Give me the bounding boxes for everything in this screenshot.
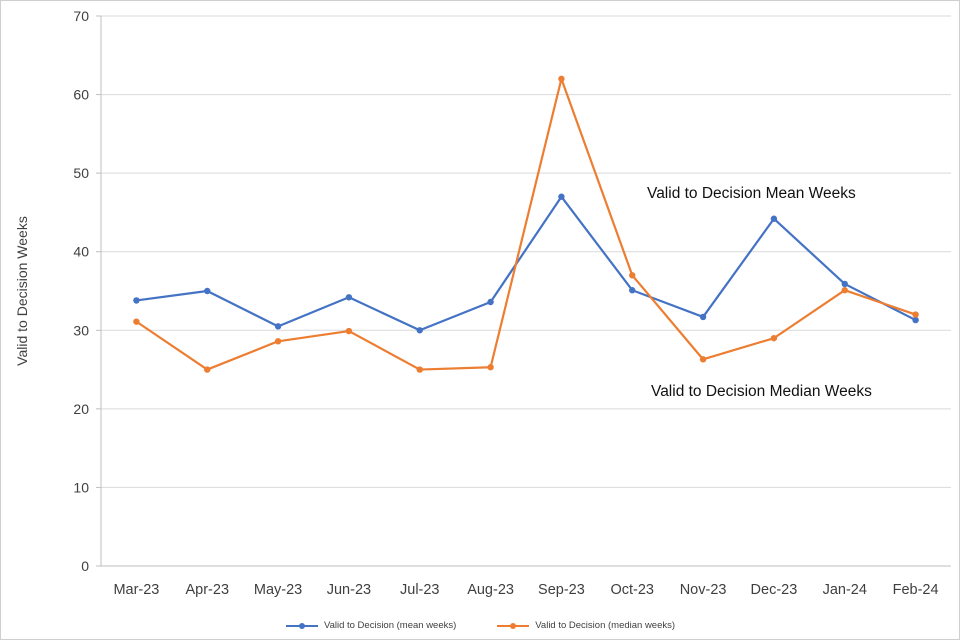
y-tick-label: 20 <box>73 401 89 417</box>
y-tick-label: 0 <box>81 558 89 574</box>
y-tick-label: 30 <box>73 322 89 338</box>
x-tick-label: Dec-23 <box>751 582 798 598</box>
annotation-median-weeks: Valid to Decision Median Weeks <box>651 383 872 400</box>
x-tick-label: Sep-23 <box>538 582 585 598</box>
y-axis-title: Valid to Decision Weeks <box>14 216 30 366</box>
legend-label-median: Valid to Decision (median weeks) <box>535 620 676 631</box>
data-point <box>558 193 565 200</box>
data-point <box>487 364 494 371</box>
data-point <box>912 311 919 318</box>
gridlines: 0 10 20 30 40 50 60 70 Mar-23 Apr-23 May-23 Jun-23 J… <box>73 8 951 598</box>
legend-item-mean: Valid to Decision (mean weeks) <box>285 620 456 631</box>
legend-swatch-mean-icon <box>285 622 318 629</box>
data-point <box>416 366 423 373</box>
x-tick-label: Mar-23 <box>113 582 159 598</box>
data-point <box>770 334 778 342</box>
data-point <box>699 356 707 363</box>
data-point <box>487 298 494 306</box>
data-point <box>629 272 636 279</box>
data-point <box>204 287 211 295</box>
x-tick-label: Jan-24 <box>823 582 867 598</box>
y-tick-label: 10 <box>73 479 89 495</box>
x-tick-label: Feb-24 <box>893 582 939 598</box>
y-tick-label: 60 <box>73 87 89 103</box>
data-point <box>770 215 778 222</box>
x-tick-label: Oct-23 <box>610 582 654 598</box>
data-point <box>345 294 353 301</box>
x-tick-label: Jul-23 <box>400 582 440 598</box>
data-point <box>133 297 140 304</box>
data-point <box>558 75 565 83</box>
data-point <box>416 327 423 334</box>
series-line-mean <box>135 195 917 332</box>
data-point <box>629 287 636 294</box>
x-tick-label: Apr-23 <box>185 582 229 598</box>
y-tick-label: 40 <box>73 244 89 260</box>
x-tick-label: Aug-23 <box>467 582 514 598</box>
x-tick-label: Jun-23 <box>327 582 371 598</box>
data-point <box>912 316 919 324</box>
data-point <box>204 366 211 373</box>
data-point <box>133 318 140 325</box>
legend-swatch-median-icon <box>497 622 530 629</box>
annotation-mean-weeks: Valid to Decision Mean Weeks <box>647 185 856 202</box>
x-tick-label: Nov-23 <box>680 582 727 598</box>
y-tick-label: 70 <box>73 8 89 24</box>
series-lines <box>133 75 919 373</box>
data-point <box>274 338 282 345</box>
data-point <box>699 313 707 321</box>
x-tick-label: May-23 <box>254 582 302 598</box>
data-point <box>841 287 848 294</box>
y-tick-label: 50 <box>73 165 89 181</box>
data-point <box>345 327 353 335</box>
series-line-median <box>135 77 917 371</box>
legend-item-median: Valid to Decision (median weeks) <box>496 620 675 631</box>
data-point <box>274 323 282 330</box>
data-point <box>841 280 848 288</box>
legend-label-mean: Valid to Decision (mean weeks) <box>323 620 457 631</box>
legend: Valid to Decision (mean weeks) Valid to … <box>1 620 959 631</box>
